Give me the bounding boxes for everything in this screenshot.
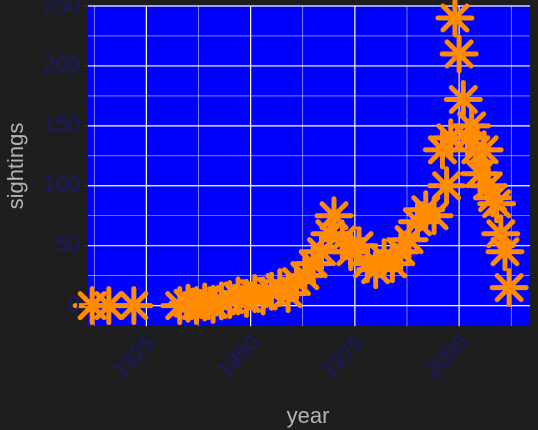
point bbox=[114, 286, 154, 326]
x-axis-title: year bbox=[287, 403, 330, 428]
point bbox=[389, 220, 429, 260]
y-tick-label: 100 bbox=[43, 172, 80, 197]
point bbox=[443, 79, 483, 119]
marks bbox=[72, 0, 529, 326]
y-tick-label: 50 bbox=[56, 232, 80, 257]
y-axis-title: sightings bbox=[3, 123, 28, 210]
point bbox=[268, 274, 308, 314]
point bbox=[427, 166, 467, 206]
point bbox=[322, 220, 362, 260]
y-tick-label: 150 bbox=[43, 112, 80, 137]
y-tick-label: 0 bbox=[68, 291, 80, 316]
point bbox=[372, 244, 412, 284]
point bbox=[339, 226, 379, 266]
point bbox=[468, 166, 508, 206]
point bbox=[397, 202, 437, 242]
point bbox=[489, 268, 529, 308]
point bbox=[193, 284, 233, 324]
point bbox=[285, 256, 325, 296]
point bbox=[414, 196, 454, 236]
point bbox=[314, 196, 354, 236]
point bbox=[447, 118, 487, 158]
point bbox=[310, 214, 350, 254]
point bbox=[485, 232, 525, 272]
point bbox=[381, 232, 421, 272]
point bbox=[439, 34, 479, 74]
point bbox=[302, 232, 342, 272]
point bbox=[435, 0, 475, 38]
point bbox=[481, 214, 521, 254]
point bbox=[452, 106, 492, 146]
point bbox=[243, 276, 283, 316]
point bbox=[422, 130, 462, 170]
y-tick-label: 250 bbox=[43, 0, 80, 17]
point bbox=[89, 286, 129, 326]
point bbox=[464, 130, 504, 170]
point bbox=[293, 244, 333, 284]
point bbox=[477, 184, 517, 224]
point bbox=[460, 154, 500, 194]
y-tick-label: 200 bbox=[43, 52, 80, 77]
point bbox=[356, 250, 396, 290]
